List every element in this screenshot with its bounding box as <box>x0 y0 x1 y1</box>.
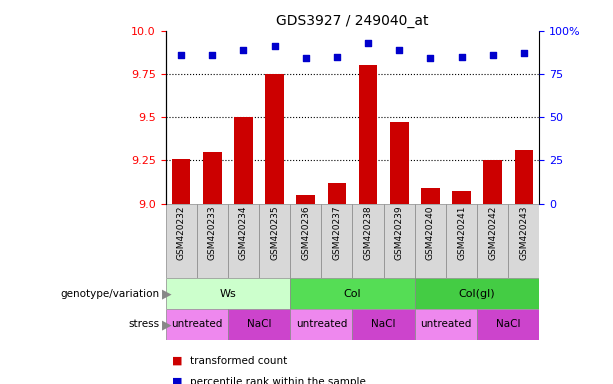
Bar <box>415 204 446 278</box>
Point <box>207 52 217 58</box>
Bar <box>203 152 222 204</box>
Text: GSM420243: GSM420243 <box>519 206 528 260</box>
Text: GSM420239: GSM420239 <box>395 206 404 260</box>
Text: GSM420242: GSM420242 <box>488 206 497 260</box>
Point <box>519 50 529 56</box>
Bar <box>508 204 539 278</box>
Text: ■: ■ <box>172 377 182 384</box>
Text: ▶: ▶ <box>162 287 172 300</box>
Text: Col(gl): Col(gl) <box>459 289 495 299</box>
Bar <box>446 204 477 278</box>
Text: transformed count: transformed count <box>190 356 287 366</box>
Text: genotype/variation: genotype/variation <box>60 289 159 299</box>
Bar <box>390 122 409 204</box>
Bar <box>166 204 197 278</box>
Bar <box>259 204 290 278</box>
Text: untreated: untreated <box>295 319 347 329</box>
Title: GDS3927 / 249040_at: GDS3927 / 249040_at <box>276 14 428 28</box>
Bar <box>166 309 228 340</box>
Bar <box>290 309 352 340</box>
Bar <box>452 191 471 204</box>
Text: NaCl: NaCl <box>371 319 396 329</box>
Bar <box>514 150 533 204</box>
Text: GSM420233: GSM420233 <box>208 206 217 260</box>
Bar <box>415 278 539 309</box>
Text: GSM420234: GSM420234 <box>239 206 248 260</box>
Bar <box>297 195 315 204</box>
Bar <box>290 278 415 309</box>
Text: ▶: ▶ <box>162 318 172 331</box>
Text: Ws: Ws <box>219 289 236 299</box>
Point <box>332 53 342 60</box>
Point <box>363 40 373 46</box>
Text: untreated: untreated <box>171 319 223 329</box>
Text: GSM420232: GSM420232 <box>177 206 186 260</box>
Text: GSM420237: GSM420237 <box>332 206 341 260</box>
Bar <box>384 204 415 278</box>
Text: NaCl: NaCl <box>247 319 271 329</box>
Text: untreated: untreated <box>421 319 471 329</box>
Point <box>394 46 404 53</box>
Bar <box>290 204 321 278</box>
Bar <box>321 204 352 278</box>
Text: NaCl: NaCl <box>496 319 520 329</box>
Bar <box>415 309 477 340</box>
Text: Col: Col <box>344 289 361 299</box>
Bar <box>477 204 508 278</box>
Point <box>238 46 248 53</box>
Text: GSM420238: GSM420238 <box>364 206 373 260</box>
Bar <box>359 65 378 204</box>
Text: GSM420240: GSM420240 <box>426 206 435 260</box>
Bar <box>352 204 384 278</box>
Text: GSM420235: GSM420235 <box>270 206 279 260</box>
Bar <box>265 74 284 204</box>
Bar <box>197 204 228 278</box>
Bar <box>234 117 253 204</box>
Bar <box>352 309 415 340</box>
Text: GSM420241: GSM420241 <box>457 206 466 260</box>
Text: percentile rank within the sample: percentile rank within the sample <box>190 377 366 384</box>
Point <box>270 43 280 49</box>
Point <box>176 52 186 58</box>
Bar <box>228 309 290 340</box>
Bar <box>166 278 290 309</box>
Bar <box>477 309 539 340</box>
Point <box>301 55 311 61</box>
Bar <box>484 161 502 204</box>
Text: ■: ■ <box>172 356 182 366</box>
Text: GSM420236: GSM420236 <box>301 206 310 260</box>
Point <box>488 52 498 58</box>
Bar <box>327 183 346 204</box>
Text: stress: stress <box>128 319 159 329</box>
Bar <box>228 204 259 278</box>
Bar <box>172 159 191 204</box>
Point <box>457 53 466 60</box>
Point <box>425 55 435 61</box>
Bar <box>421 188 440 204</box>
